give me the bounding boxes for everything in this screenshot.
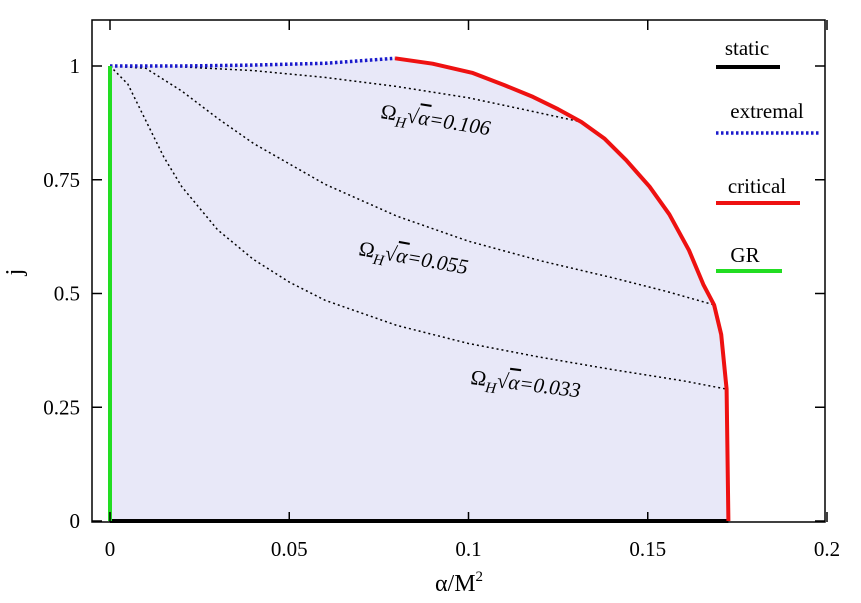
annotation-0033-sub: H xyxy=(483,380,498,397)
legend-label-gr: GR xyxy=(730,243,759,267)
y-tick-label: 0.25 xyxy=(43,395,80,419)
axis-ticks xyxy=(92,20,828,522)
legend: static extremal critical GR xyxy=(716,36,820,273)
x-tick-labels: 0 0.05 0.1 0.15 0.2 xyxy=(105,537,840,561)
annotation-0033-var: α xyxy=(507,370,522,395)
x-tick-label: 0.1 xyxy=(455,537,481,561)
contour-line-0106 xyxy=(109,65,582,123)
y-tick-label: 1 xyxy=(70,54,81,78)
y-tick-label: 0.5 xyxy=(54,282,80,306)
contour-line-0055 xyxy=(109,65,715,306)
y-tick-label: 0.75 xyxy=(43,168,80,192)
x-tick-label: 0 xyxy=(105,537,116,561)
plot-area xyxy=(108,56,731,523)
annotation-0106-radical: √ xyxy=(405,103,421,129)
annotation-0106-var: α xyxy=(417,105,433,131)
legend-label-critical: critical xyxy=(728,174,786,198)
x-axis-title: α/M2 xyxy=(435,569,483,597)
plot-frame xyxy=(91,19,826,523)
y-axis-title: j xyxy=(2,269,28,277)
annotation-0106-omega: Ω xyxy=(379,99,398,125)
annotation-0033-omega: Ω xyxy=(469,365,487,391)
annotation-0106-sub: H xyxy=(393,114,408,132)
x-tick-label: 0.2 xyxy=(814,537,840,561)
y-tick-labels: 0 0.25 0.5 0.75 1 xyxy=(43,54,80,533)
annotation-0055-radical: √ xyxy=(383,241,399,267)
x-tick-label: 0.05 xyxy=(271,537,308,561)
series-lines xyxy=(108,56,731,523)
series-critical-line xyxy=(394,56,731,522)
x-axis-title-main: α/M xyxy=(435,571,476,597)
contour-line-0033 xyxy=(109,65,727,390)
x-tick-label: 0.15 xyxy=(629,537,666,561)
y-tick-label: 0 xyxy=(70,509,81,533)
annotation-0055-omega: Ω xyxy=(357,236,377,262)
x-axis-title-superscript: 2 xyxy=(476,569,484,585)
annotation-0033-radical: √ xyxy=(496,368,511,393)
legend-label-static: static xyxy=(725,36,769,60)
annotation-0055-sub: H xyxy=(371,252,387,270)
allowed-region-fill xyxy=(110,58,729,522)
legend-label-extremal: extremal xyxy=(730,99,804,123)
contour-lines xyxy=(109,65,727,390)
